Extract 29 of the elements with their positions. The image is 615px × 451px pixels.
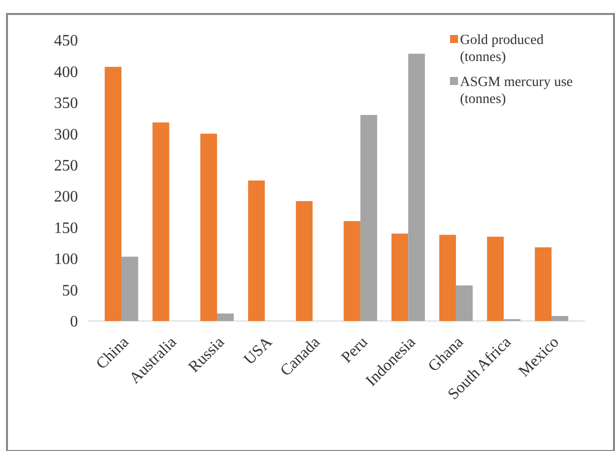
y-tick-label: 300 xyxy=(54,126,78,144)
y-tick-label: 50 xyxy=(62,282,78,300)
bar xyxy=(456,285,473,321)
bar xyxy=(217,314,234,321)
y-tick-label: 0 xyxy=(70,314,78,331)
y-tick-label: 450 xyxy=(54,32,78,50)
bar xyxy=(552,316,568,321)
x-tick-label: USA xyxy=(240,333,276,368)
bar xyxy=(360,114,378,321)
bar xyxy=(152,122,170,321)
y-tick-label: 100 xyxy=(54,251,78,268)
y-tick-label: 350 xyxy=(54,95,78,112)
bar xyxy=(248,180,265,321)
bar xyxy=(104,66,122,321)
legend-label: ASGM mercury use (tonnes) xyxy=(460,75,573,107)
bar xyxy=(296,201,313,321)
y-tick-label: 200 xyxy=(54,188,78,206)
y-tick-label: 400 xyxy=(54,64,78,81)
bar xyxy=(200,134,218,321)
bar xyxy=(121,256,138,321)
bar xyxy=(439,234,456,321)
legend-label: Gold produced (tonnes) xyxy=(460,33,544,65)
y-tick-label: 150 xyxy=(54,220,78,237)
bar xyxy=(391,234,408,321)
bar xyxy=(408,54,425,321)
y-tick-label: 250 xyxy=(54,157,78,174)
bar xyxy=(344,221,360,321)
bar xyxy=(487,236,504,321)
bar xyxy=(534,247,552,321)
